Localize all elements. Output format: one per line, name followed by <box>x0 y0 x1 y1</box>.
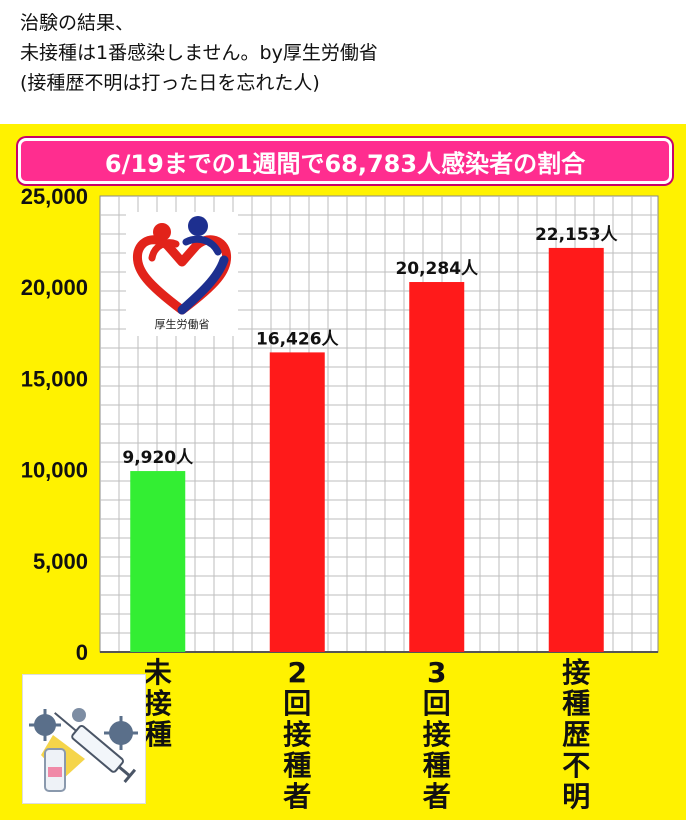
data-label: 20,284人 <box>395 259 479 279</box>
x-tick-label: 3 回接種者 <box>423 656 451 813</box>
data-label: 22,153人 <box>535 225 619 245</box>
bar <box>130 471 186 652</box>
y-tick-label: 25,000 <box>21 184 88 209</box>
y-tick-label: 5,000 <box>33 549 88 574</box>
chart-title: 6/19までの1週間で68,783人感染者の割合 <box>18 138 672 184</box>
bar <box>269 352 325 652</box>
caption-line-1: 治験の結果、 <box>20 12 135 34</box>
y-tick-label: 15,000 <box>21 366 88 391</box>
chart-bars <box>130 247 604 653</box>
logo-label: 厚生労働省 <box>154 318 210 331</box>
heart-people-icon <box>132 216 232 315</box>
y-tick-label: 20,000 <box>21 275 88 300</box>
data-labels: 9,920人 16,426人 20,284人 22,153人 <box>122 225 618 468</box>
y-tick-label: 0 <box>76 640 88 665</box>
y-axis-ticks: 0 5,000 10,000 15,000 20,000 25,000 <box>21 184 88 665</box>
x-tick-label: 接種歴不明 <box>562 656 590 813</box>
caption-line-3: (接種歴不明は打った日を忘れた人) <box>20 72 320 94</box>
vaccine-illustration <box>22 674 146 804</box>
bar <box>548 247 604 653</box>
y-tick-label: 10,000 <box>21 458 88 483</box>
x-axis-labels: 未接種 2 回接種者 3 回接種者 接種歴不明 <box>144 656 591 813</box>
bar <box>409 282 465 652</box>
x-tick-label: 未接種 <box>144 656 172 751</box>
caption-line-2: 未接種は1番感染しません。by厚生労働省 <box>20 42 378 64</box>
data-label: 9,920人 <box>122 448 194 468</box>
syringe-virus-icon <box>29 708 138 792</box>
post-caption: 治験の結果、 未接種は1番感染しません。by厚生労働省 (接種歴不明は打った日を… <box>20 8 670 98</box>
data-label: 16,426人 <box>256 329 340 349</box>
ministry-logo: 厚生労働省 <box>126 212 238 336</box>
x-tick-label: 2 回接種者 <box>283 656 311 813</box>
